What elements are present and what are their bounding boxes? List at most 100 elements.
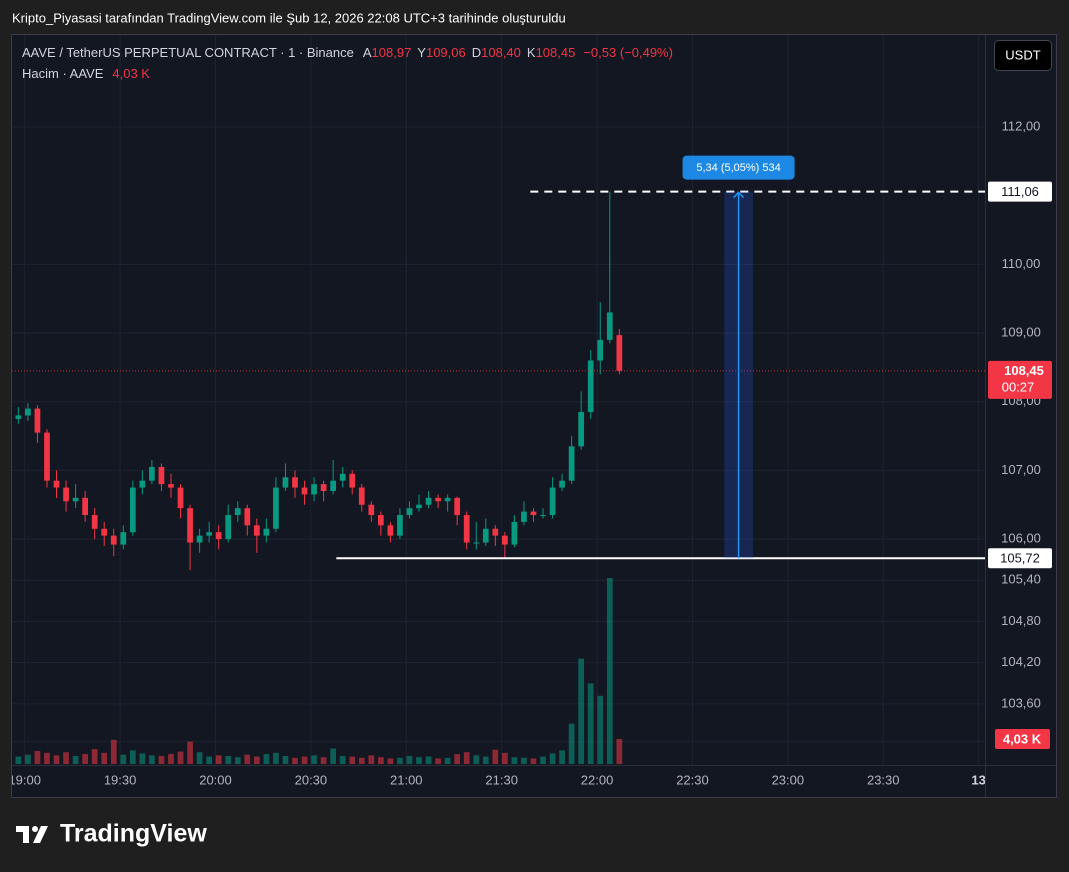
time-axis: 19:00 19:30 20:00 20:30 21:00 21:30 22:00 22:30…	[8, 772, 985, 787]
volume-bar	[482, 756, 489, 764]
last-price-box	[988, 360, 1052, 399]
volume-bar	[234, 757, 241, 764]
volume-bar	[53, 755, 60, 764]
candle-body	[282, 477, 289, 488]
candle-body	[215, 532, 222, 540]
candle-body	[463, 515, 470, 543]
volume-bar	[168, 754, 174, 764]
volume-bar	[187, 741, 193, 764]
x-tick-label: 23:00	[772, 772, 805, 787]
volume-bar	[492, 749, 499, 764]
candle-body	[406, 508, 413, 516]
candle-body	[559, 480, 565, 488]
candle-body	[253, 525, 260, 536]
price-label: 105,72	[1000, 551, 1040, 566]
candle-body	[578, 412, 585, 447]
high-value: 109,06	[426, 45, 466, 60]
candle-body	[358, 487, 365, 505]
volume-bar	[559, 750, 565, 764]
candle-body	[587, 360, 594, 413]
y-tick-label: 109,00	[1001, 324, 1041, 339]
candle-body	[320, 484, 327, 491]
high-label: Y	[417, 45, 426, 60]
y-tick-label: 103,60	[1001, 695, 1041, 710]
countdown: 00:27	[1002, 379, 1035, 394]
volume-bar	[444, 757, 451, 764]
candle-body	[435, 497, 441, 502]
volume-value: 4,03 K	[112, 66, 150, 81]
candle-body	[44, 432, 50, 481]
volume-bar	[339, 755, 346, 764]
volume-bar	[15, 756, 22, 764]
candle-body	[273, 487, 279, 529]
candle-body	[292, 477, 298, 488]
volume-bar	[158, 755, 165, 764]
candle-body	[53, 480, 60, 488]
volume-bar	[34, 750, 41, 764]
volume-bar	[349, 756, 356, 764]
candle-body	[120, 532, 127, 545]
volume-bar	[215, 755, 222, 764]
volume-bar	[120, 754, 127, 764]
candle-body	[110, 535, 117, 545]
candle-body	[368, 504, 375, 516]
volume-bar	[149, 755, 155, 764]
volume-bar	[196, 752, 203, 764]
candle-body	[482, 528, 489, 543]
x-tick-label: 19:30	[104, 772, 137, 787]
low-value: 108,40	[481, 45, 521, 60]
volume-bar	[101, 752, 108, 764]
candle-body	[25, 408, 31, 416]
close-label: K	[527, 45, 536, 60]
candle-body	[339, 473, 346, 481]
y-tick-label: 110,00	[1002, 256, 1041, 271]
candle-body	[425, 497, 432, 505]
grid	[12, 35, 985, 765]
volume-bar	[387, 758, 394, 764]
volume-bar	[606, 578, 613, 764]
candle-body	[234, 508, 241, 516]
candle-body	[206, 532, 213, 536]
x-tick-label: 19:00	[8, 772, 41, 787]
volume-bar	[110, 739, 117, 764]
candle-body	[34, 408, 41, 433]
volume-bar	[406, 755, 413, 764]
x-tick-label: 21:00	[390, 772, 423, 787]
candle-body	[177, 487, 184, 509]
volume-bar	[454, 754, 461, 764]
price-label-box	[988, 181, 1052, 202]
last-price-label: 108,45	[1004, 363, 1044, 378]
candle-body	[72, 497, 79, 502]
candle-body	[129, 487, 136, 533]
x-tick-label: 23:30	[867, 772, 900, 787]
candle-body	[349, 473, 356, 488]
currency-label: USDT	[1005, 47, 1040, 62]
volume-bar	[473, 755, 480, 764]
candle-body	[301, 487, 308, 495]
legend-line: AAVE / TetherUS PERPETUAL CONTRACT · 1 ·…	[22, 45, 673, 60]
volume-bar	[82, 754, 88, 764]
volume-bar	[330, 748, 337, 764]
currency-button[interactable]	[994, 40, 1052, 71]
volume-bar	[463, 752, 470, 764]
candle-body	[330, 480, 337, 491]
volume-bar	[244, 754, 251, 764]
volume-bar	[282, 755, 289, 764]
volume-bar	[129, 750, 136, 764]
volume-bar	[416, 757, 422, 764]
volume-title: Hacim · AAVE	[22, 66, 104, 81]
volume-bar	[177, 751, 184, 764]
volume-bar	[435, 758, 441, 764]
candle-body	[187, 508, 193, 543]
volume-bar	[521, 757, 527, 764]
volume-bar	[25, 754, 31, 764]
candle-body	[101, 528, 108, 536]
x-tick-label: 20:00	[199, 772, 232, 787]
chart-title: Kripto_Piyasasi tarafından TradingView.c…	[12, 10, 566, 25]
candle-body	[568, 446, 575, 481]
measure-arrow-head	[733, 191, 745, 199]
x-tick-label: 13	[971, 772, 985, 787]
volume-bar	[44, 752, 50, 764]
